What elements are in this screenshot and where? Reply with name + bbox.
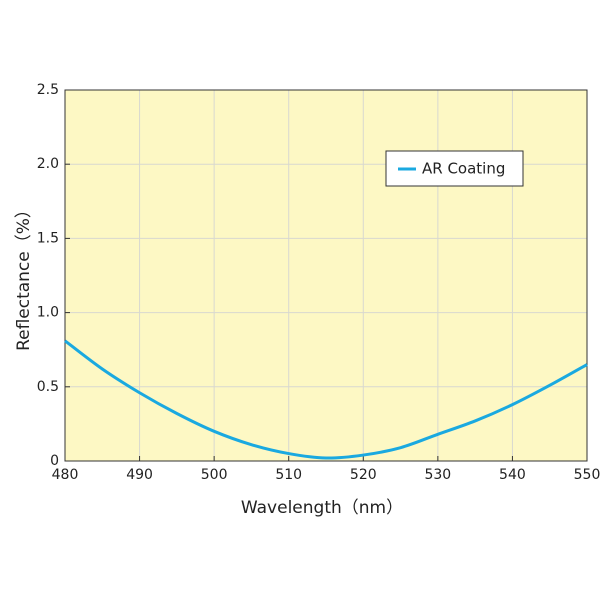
data-line [64, 339, 588, 460]
y-tick-label: 1.0 [37, 305, 59, 321]
x-axis-label: Wavelength（nm） [241, 498, 403, 518]
y-tick-label: 0.5 [37, 379, 59, 395]
y-tick-label: 2.5 [37, 82, 59, 98]
x-tick-label: 490 [126, 467, 153, 483]
plot-frame [64, 89, 588, 462]
x-tick-label: 500 [201, 467, 228, 483]
x-tick-label: 550 [574, 467, 600, 483]
y-tick-label: 1.5 [37, 230, 59, 246]
y-tick-label: 2.0 [37, 156, 59, 172]
legend-label: AR Coating [422, 160, 505, 178]
y-tick-label: 0 [50, 453, 59, 469]
y-axis-label: Reflectance（%） [14, 201, 34, 351]
x-tick-label: 480 [52, 467, 79, 483]
x-tick-label: 520 [350, 467, 377, 483]
legend: AR Coating [385, 150, 524, 187]
x-tick-label: 530 [424, 467, 451, 483]
x-tick-label: 540 [499, 467, 526, 483]
x-tick-label: 510 [275, 467, 302, 483]
